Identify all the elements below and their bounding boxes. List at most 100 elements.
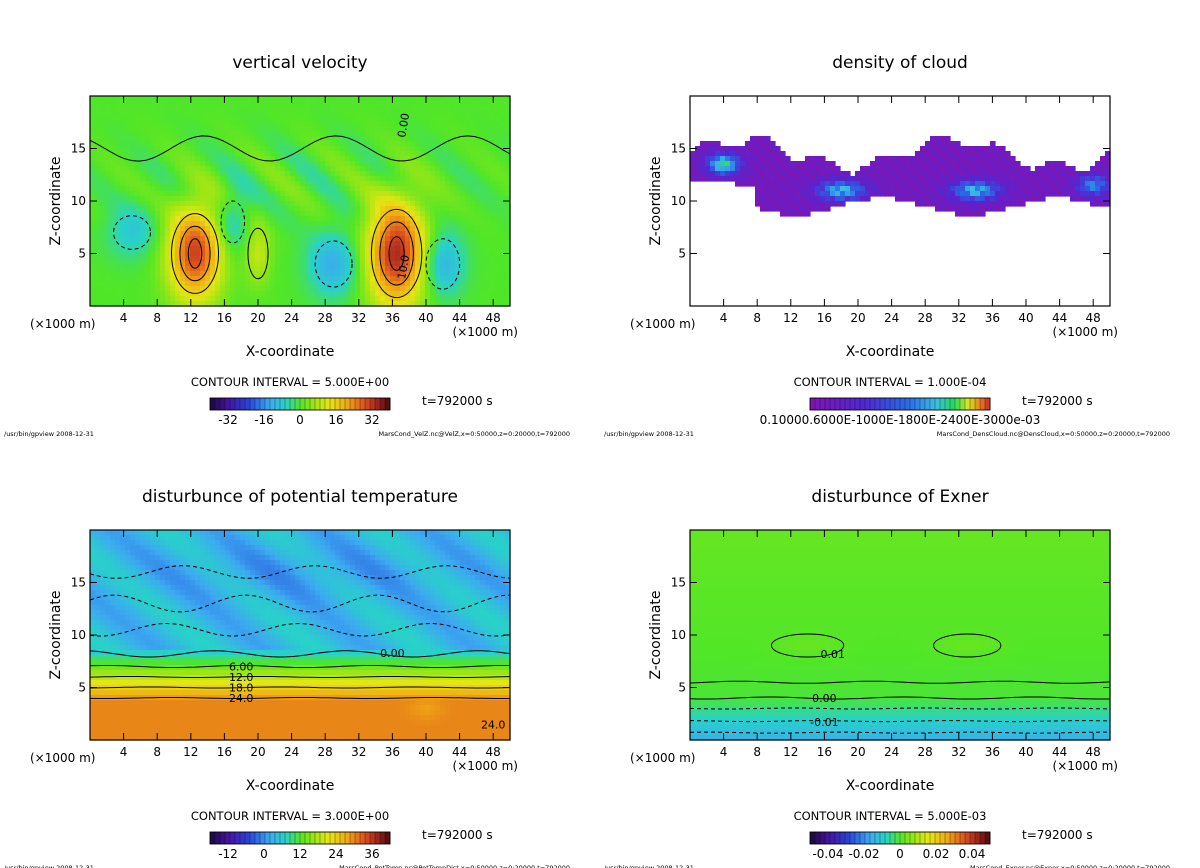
heatmap-cell [325, 286, 331, 292]
heatmap-cell [120, 116, 126, 122]
heatmap-cell [215, 301, 221, 307]
heatmap-cell [250, 136, 256, 142]
heatmap-cell [430, 151, 436, 157]
heatmap-cell [350, 261, 356, 267]
heatmap-cell [810, 156, 816, 162]
heatmap-cell [400, 236, 406, 242]
heatmap-cell [95, 171, 101, 177]
heatmap-cell [960, 181, 966, 187]
heatmap-cell [785, 171, 791, 177]
heatmap-cell [245, 211, 251, 217]
heatmap-cell [105, 690, 111, 696]
heatmap-cell [160, 171, 166, 177]
heatmap-cell [305, 96, 311, 102]
heatmap-cell [445, 301, 451, 307]
heatmap-cell [330, 256, 336, 262]
heatmap-cell [485, 136, 491, 142]
colorbar-swatch [384, 397, 391, 411]
heatmap-cell [210, 206, 216, 212]
heatmap-cell [160, 156, 166, 162]
heatmap-cell [350, 301, 356, 307]
heatmap-cell [835, 171, 841, 177]
heatmap-cell [230, 186, 236, 192]
heatmap-cell [105, 106, 111, 112]
heatmap-cell [810, 181, 816, 187]
heatmap-cell [1020, 166, 1026, 172]
heatmap-cell [230, 226, 236, 232]
heatmap-cell [295, 111, 301, 117]
heatmap-cell [980, 176, 986, 182]
heatmap-cell [380, 106, 386, 112]
heatmap-cell [150, 236, 156, 242]
heatmap-cell [260, 231, 266, 237]
heatmap-cell [140, 101, 146, 107]
heatmap-cell [215, 246, 221, 252]
colorbar-swatch [304, 397, 311, 411]
heatmap-cell [90, 720, 96, 726]
heatmap-cell [715, 166, 721, 172]
heatmap-cell [485, 161, 491, 167]
heatmap-cell [475, 106, 481, 112]
heatmap-cell [435, 191, 441, 197]
heatmap-cell [130, 650, 136, 656]
heatmap-cell [320, 156, 326, 162]
heatmap-cell [140, 151, 146, 157]
heatmap-cell [285, 241, 291, 247]
heatmap-cell [355, 121, 361, 127]
heatmap-cell [420, 156, 426, 162]
heatmap-cell [1085, 186, 1091, 192]
heatmap-cell [235, 176, 241, 182]
heatmap-cell [495, 236, 501, 242]
heatmap-cell [105, 266, 111, 272]
heatmap-cell [420, 151, 426, 157]
contour-line [187, 238, 203, 269]
heatmap-cell [275, 161, 281, 167]
heatmap-cell [760, 176, 766, 182]
heatmap-cell [840, 186, 846, 192]
heatmap-cell [205, 121, 211, 127]
heatmap-cell [765, 191, 771, 197]
heatmap-cell [430, 186, 436, 192]
heatmap-cell [150, 121, 156, 127]
heatmap-cell [940, 186, 946, 192]
heatmap-cell [500, 211, 506, 217]
heatmap-cell [905, 161, 911, 167]
heatmap-cell [425, 286, 431, 292]
heatmap-cell [430, 126, 436, 132]
heatmap-cell [410, 301, 416, 307]
heatmap-cell [135, 660, 141, 666]
heatmap-cell [240, 141, 246, 147]
heatmap-cell [115, 690, 121, 696]
x-tick-label: 24 [884, 311, 899, 325]
heatmap-cell [325, 136, 331, 142]
heatmap-cell [210, 186, 216, 192]
heatmap-cell [265, 181, 271, 187]
heatmap-cell [740, 181, 746, 187]
heatmap-cell [195, 256, 201, 262]
heatmap-cell [185, 161, 191, 167]
heatmap-cell [815, 186, 821, 192]
heatmap-cell [480, 126, 486, 132]
x-tick-label: 40 [1018, 311, 1033, 325]
heatmap-cell [335, 151, 341, 157]
heatmap-cell [1090, 186, 1096, 192]
heatmap-cell [470, 241, 476, 247]
heatmap-cell [330, 186, 336, 192]
heatmap-cell [300, 281, 306, 287]
heatmap-cell [180, 186, 186, 192]
heatmap-cell [345, 161, 351, 167]
heatmap-cell [250, 126, 256, 132]
heatmap-cell [305, 201, 311, 207]
heatmap-cell [420, 191, 426, 197]
heatmap-cell [440, 186, 446, 192]
heatmap-cell [450, 261, 456, 267]
heatmap-cell [295, 261, 301, 267]
heatmap-cell [360, 211, 366, 217]
heatmap-cell [90, 171, 96, 177]
heatmap-cell [375, 131, 381, 137]
heatmap-cell [110, 156, 116, 162]
heatmap-cell [140, 146, 146, 152]
heatmap-cell [145, 186, 151, 192]
heatmap-cell [95, 570, 101, 576]
heatmap-cell [115, 540, 121, 546]
